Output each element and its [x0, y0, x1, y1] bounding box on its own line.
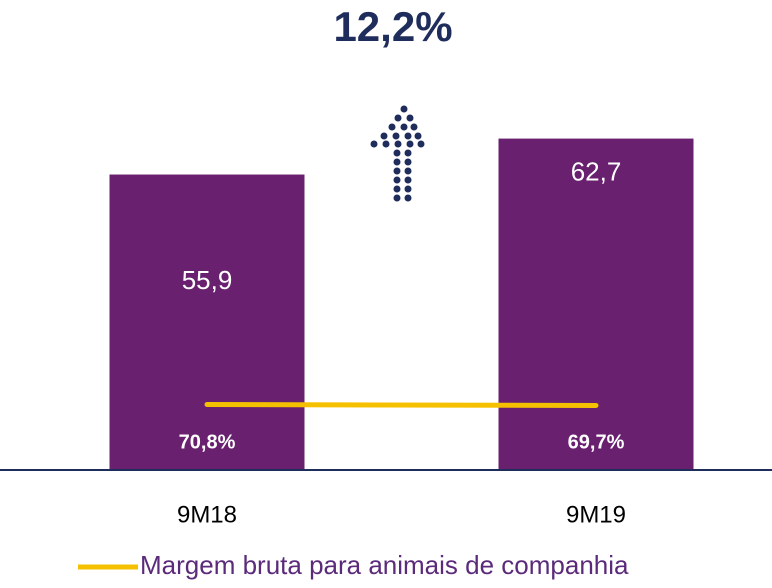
bar [498, 138, 694, 471]
x-tick-label: 9M19 [566, 501, 626, 528]
legend-label: Margem bruta para animais de companhia [140, 550, 629, 580]
bar-value-label: 62,7 [571, 156, 622, 186]
line [204, 402, 599, 409]
annotation: 12,2% [333, 3, 452, 50]
bar-value-label: 55,9 [182, 265, 233, 295]
x-tick-label: 9M18 [177, 501, 237, 528]
bar [109, 174, 305, 470]
line-value-label: 69,7% [568, 431, 625, 453]
up-arrow-icon [370, 105, 425, 202]
line-value-label: 70,8% [179, 431, 236, 453]
